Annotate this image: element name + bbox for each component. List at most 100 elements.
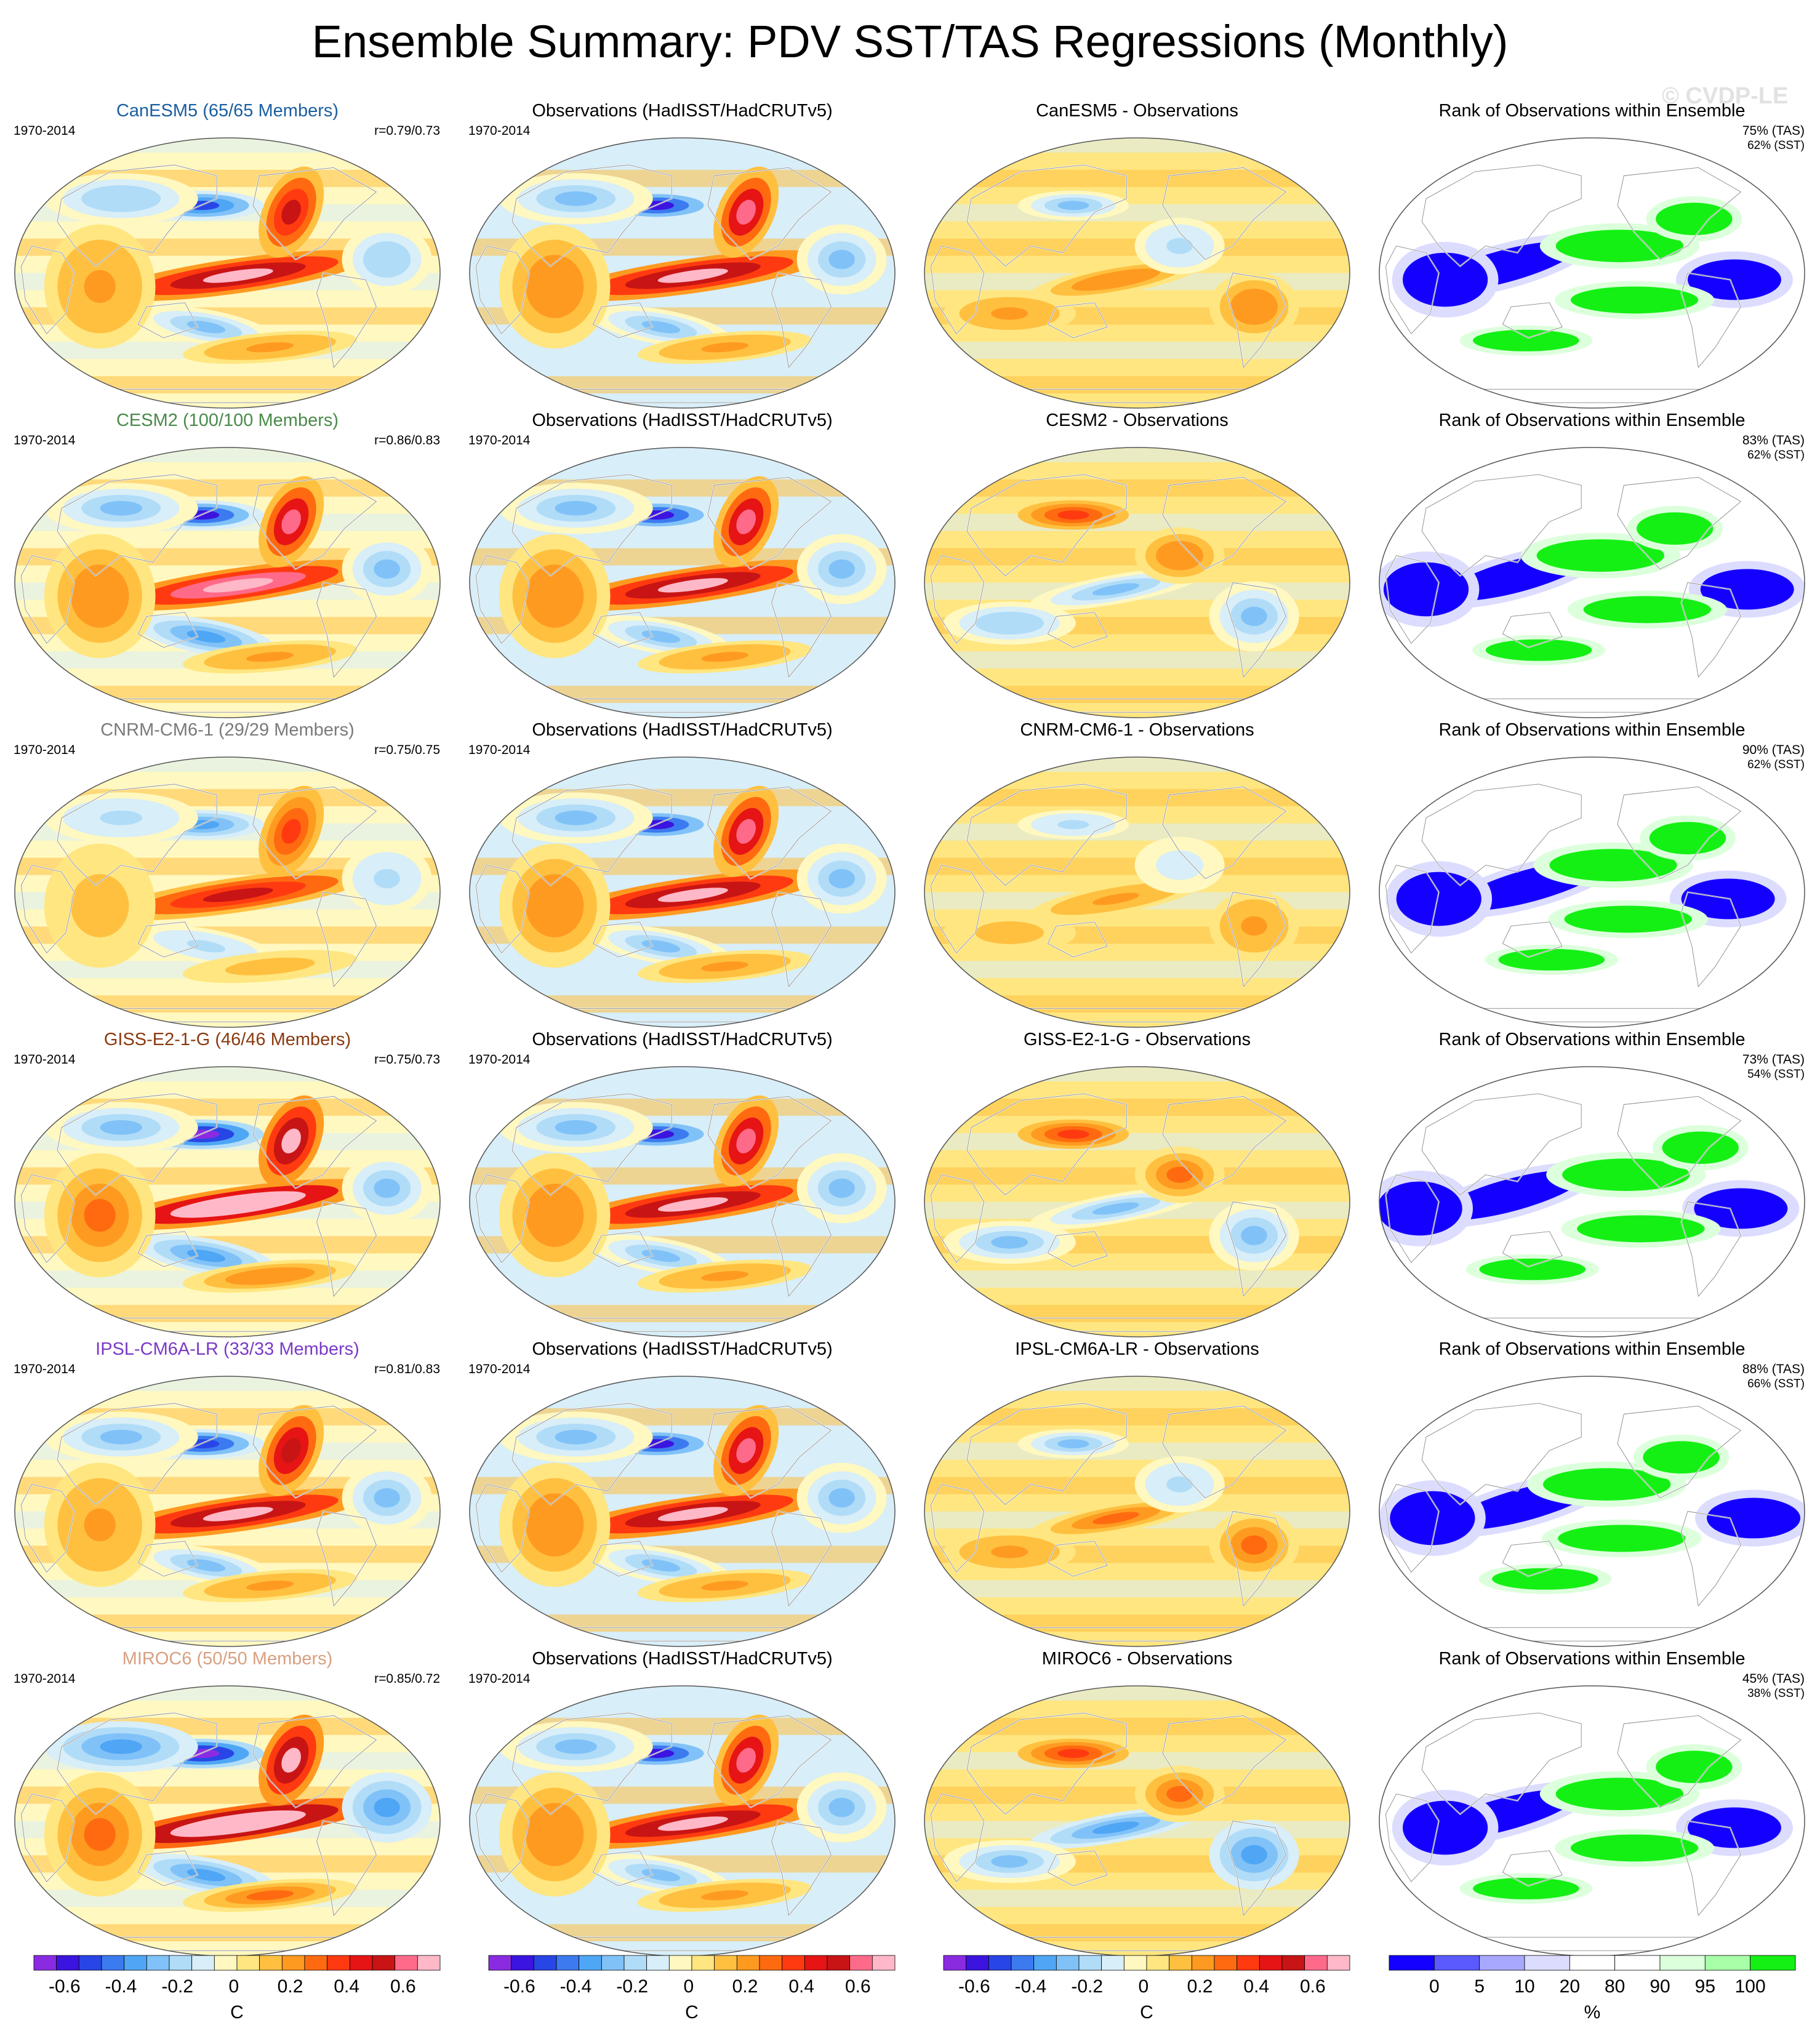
- model-regression-map: [14, 1376, 441, 1647]
- colorbar-tick-label: 80: [1604, 1976, 1626, 1997]
- rank-tas-label: 73% (TAS): [1742, 1053, 1805, 1067]
- observations-panel: Observations (HadISST/HadCRUTv5) 1970-201…: [455, 719, 910, 1030]
- colorbar-swatch: [372, 1955, 396, 1971]
- difference-panel: CESM2 - Observations: [910, 409, 1365, 720]
- colorbar-swatch: [1524, 1955, 1570, 1971]
- colorbar-swatch: [1433, 1955, 1480, 1971]
- difference-map: [924, 1685, 1350, 1957]
- colorbar-tick-label: 0: [1138, 1976, 1149, 1997]
- colorbar-tick-label: 95: [1694, 1976, 1716, 1997]
- colorbar-swatch: [1614, 1955, 1661, 1971]
- observations-panel-title: Observations (HadISST/HadCRUTv5): [532, 1030, 833, 1049]
- colorbar-swatch: [146, 1955, 170, 1971]
- colorbar-tick-label: 0.6: [845, 1976, 871, 1997]
- period-label: 1970-2014: [468, 1053, 531, 1067]
- rank-panel: Rank of Observations within Ensemble 90% …: [1365, 719, 1819, 1030]
- colorbar-tick-label: -0.6: [503, 1976, 535, 1997]
- period-label: 1970-2014: [14, 433, 76, 447]
- colorbar-swatch: [33, 1955, 57, 1971]
- correlation-label: r=0.79/0.73: [374, 124, 440, 138]
- colorbar-swatch: [169, 1955, 193, 1971]
- rank-panel: Rank of Observations within Ensemble 75% …: [1365, 100, 1819, 411]
- colorbar-swatch: [556, 1955, 580, 1971]
- colorbar-swatch: [804, 1955, 828, 1971]
- observations-regression-map: [469, 137, 896, 409]
- colorbar-swatch: [759, 1955, 783, 1971]
- model-regression-map: [14, 1685, 441, 1957]
- anomaly-field: [924, 757, 1350, 1028]
- colorbar-swatch: [782, 1955, 805, 1971]
- model-regression-map: [14, 1066, 441, 1337]
- rank-tas-label: 88% (TAS): [1742, 1362, 1805, 1376]
- colorbar-swatch: [78, 1955, 102, 1971]
- rank-panel-title: Rank of Observations within Ensemble: [1438, 101, 1746, 121]
- colorbar-swatch: [1659, 1955, 1706, 1971]
- rank-map: [1379, 447, 1805, 718]
- period-label: 1970-2014: [14, 1053, 76, 1067]
- colorbar-tick-label: -0.6: [49, 1976, 81, 1997]
- model-regression-map: [14, 756, 441, 1028]
- model-panel: GISS-E2-1-G (46/46 Members) 1970-2014 r=0.…: [0, 1029, 455, 1339]
- observations-panel: Observations (HadISST/HadCRUTv5) 1970-201…: [455, 409, 910, 720]
- colorbar-swatch: [533, 1955, 557, 1971]
- colorbar-swatch: [1750, 1955, 1796, 1971]
- rank-panel: Rank of Observations within Ensemble 45% …: [1365, 1648, 1819, 1959]
- colorbar-tick-label: 0.4: [334, 1976, 360, 1997]
- model-panel-title: MIROC6 (50/50 Members): [122, 1649, 333, 1669]
- colorbar-swatch: [259, 1955, 283, 1971]
- period-label: 1970-2014: [468, 1362, 531, 1376]
- colorbar-tick-label: 0.6: [390, 1976, 416, 1997]
- rank-panel-title: Rank of Observations within Ensemble: [1438, 720, 1746, 740]
- colorbar-swatch: [1033, 1955, 1057, 1971]
- colorbar-swatch: [714, 1955, 737, 1971]
- rank-field: [1379, 757, 1805, 1028]
- rank-panel: Rank of Observations within Ensemble 73% …: [1365, 1029, 1819, 1339]
- colorbar-swatch: [417, 1955, 441, 1971]
- rank-panel-title: Rank of Observations within Ensemble: [1438, 411, 1746, 430]
- colorbar-swatch: [1214, 1955, 1238, 1971]
- anomaly-field: [14, 1686, 440, 1957]
- difference-map: [924, 1376, 1350, 1647]
- colorbar-swatch: [488, 1955, 512, 1971]
- period-label: 1970-2014: [468, 124, 531, 138]
- difference-panel-title: MIROC6 - Observations: [1041, 1649, 1233, 1669]
- regression-colorbar: [943, 1955, 1350, 1971]
- colorbar-tick-label: 0.2: [277, 1976, 303, 1997]
- colorbar-tick-label: 0.2: [1187, 1976, 1213, 1997]
- colorbar-swatch: [1146, 1955, 1170, 1971]
- colorbar-unit-label: C: [1140, 2002, 1153, 2023]
- rank-panel-title: Rank of Observations within Ensemble: [1438, 1649, 1746, 1669]
- difference-panel: GISS-E2-1-G - Observations: [910, 1029, 1365, 1339]
- rank-panel-title: Rank of Observations within Ensemble: [1438, 1339, 1746, 1359]
- anomaly-field: [469, 1686, 895, 1957]
- colorbar-tick-label: -0.2: [161, 1976, 194, 1997]
- colorbar-swatch: [943, 1955, 967, 1971]
- difference-map: [924, 1066, 1350, 1337]
- observations-regression-map: [469, 756, 896, 1028]
- colorbar-swatch: [1569, 1955, 1616, 1971]
- colorbar-swatch: [646, 1955, 670, 1971]
- colorbar-tick-label: 0: [1429, 1976, 1440, 1997]
- model-panel-title: CanESM5 (65/65 Members): [116, 101, 339, 121]
- difference-panel-title: CanESM5 - Observations: [1036, 101, 1238, 121]
- colorbar-swatch: [191, 1955, 215, 1971]
- colorbar-swatch: [1169, 1955, 1192, 1971]
- colorbar-swatch: [849, 1955, 873, 1971]
- colorbar-tick-label: -0.4: [1014, 1976, 1047, 1997]
- model-panel-title: CNRM-CM6-1 (29/29 Members): [100, 720, 355, 740]
- colorbar-unit-label: %: [1584, 2002, 1601, 2023]
- difference-panel: CNRM-CM6-1 - Observations: [910, 719, 1365, 1030]
- model-panel-title: GISS-E2-1-G (46/46 Members): [103, 1030, 351, 1049]
- colorbar-swatch: [395, 1955, 418, 1971]
- observations-regression-map: [469, 1066, 896, 1337]
- anomaly-field: [14, 757, 440, 1028]
- difference-panel-title: CNRM-CM6-1 - Observations: [1020, 720, 1254, 740]
- rank-sst-label: 38% (SST): [1747, 1687, 1805, 1700]
- model-panel: CanESM5 (65/65 Members) 1970-2014 r=0.79/0…: [0, 100, 455, 411]
- colorbar-swatch: [988, 1955, 1012, 1971]
- anomaly-field: [14, 447, 440, 718]
- observations-panel: Observations (HadISST/HadCRUTv5) 1970-201…: [455, 1338, 910, 1649]
- colorbar-tick-label: 90: [1650, 1976, 1670, 1997]
- period-label: 1970-2014: [468, 743, 531, 757]
- colorbar-swatch: [214, 1955, 238, 1971]
